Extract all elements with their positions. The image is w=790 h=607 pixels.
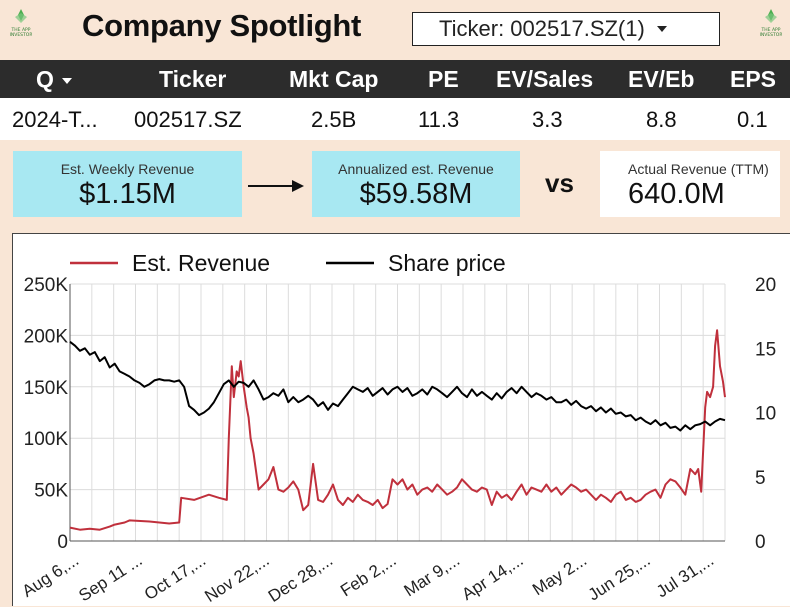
column-header-eps: EPS bbox=[730, 66, 777, 92]
column-header-ticker: Ticker bbox=[159, 66, 227, 92]
cell-mkt-cap: 2.5B bbox=[311, 107, 357, 132]
x-tick-label: Dec 28,... bbox=[265, 550, 336, 606]
chart-panel: 0 50K 100K 150K 200K 250K 0 5 10 15 20 Aug 6,... Sep… bbox=[12, 233, 790, 606]
chevron-down-icon bbox=[656, 26, 667, 32]
x-tick-label: Sep 11 ... bbox=[75, 550, 145, 605]
cell-ev-sales: 3.3 bbox=[532, 107, 563, 132]
series-line-share-price bbox=[69, 341, 726, 432]
svg-text:THE APP: THE APP bbox=[11, 27, 31, 33]
column-header-pe: PE bbox=[428, 66, 459, 92]
column-header-mkt-cap: Mkt Cap bbox=[289, 66, 379, 92]
ticker-dropdown-value: Ticker: 002517.SZ(1) bbox=[439, 16, 645, 41]
annualized-revenue-label: Annualized est. Revenue bbox=[338, 161, 494, 177]
cell-quarter: 2024-T... bbox=[12, 107, 98, 132]
sort-caret-icon bbox=[61, 77, 72, 84]
actual-revenue-card: Actual Revenue (TTM) 640.0M bbox=[600, 151, 780, 217]
ticker-dropdown[interactable]: Ticker: 002517.SZ(1) bbox=[412, 12, 720, 46]
annualized-revenue-card: Annualized est. Revenue $59.58M bbox=[312, 151, 520, 217]
y-left-tick-label: 200K bbox=[24, 326, 69, 347]
x-tick-label: Feb 2,... bbox=[337, 550, 400, 600]
svg-text:THE APP: THE APP bbox=[761, 27, 781, 33]
cell-ev-eb: 8.8 bbox=[646, 107, 677, 132]
svg-text:INVESTOR: INVESTOR bbox=[10, 32, 32, 38]
x-tick-label: Jun 25,... bbox=[585, 550, 654, 604]
y-right-tick-label: 20 bbox=[755, 275, 776, 296]
weekly-revenue-label: Est. Weekly Revenue bbox=[60, 161, 195, 177]
x-tick-label: Nov 22,... bbox=[201, 550, 272, 606]
column-header-q[interactable]: Q bbox=[36, 60, 72, 98]
actual-revenue-label: Actual Revenue (TTM) bbox=[628, 161, 769, 177]
legend-label-share-price: Share price bbox=[388, 250, 506, 276]
y-right-tick-label: 0 bbox=[755, 532, 766, 553]
actual-revenue-value: 640.0M bbox=[628, 178, 725, 210]
x-tick-label: Aug 6,... bbox=[19, 550, 82, 600]
weekly-revenue-card: Est. Weekly Revenue $1.15M bbox=[13, 151, 242, 217]
annualized-revenue-value: $59.58M bbox=[359, 178, 473, 210]
y-left-tick-label: 250K bbox=[24, 275, 69, 296]
y-left-tick-label: 50K bbox=[34, 481, 68, 502]
x-tick-label: Mar 9,... bbox=[401, 550, 464, 600]
column-header-ev-sales: EV/Sales bbox=[496, 66, 594, 92]
table-row: 2024-T... 002517.SZ 2.5B 11.3 3.3 8.8 0.… bbox=[0, 98, 790, 140]
vs-label: vs bbox=[545, 168, 574, 198]
cell-eps: 0.1 bbox=[737, 107, 768, 132]
table-header: Q Ticker Mkt Cap PE EV/Sales EV/Eb EPS bbox=[0, 60, 790, 98]
x-tick-label: May 2... bbox=[529, 550, 590, 599]
series-line-est-revenue bbox=[69, 329, 726, 531]
column-header-ev-eb: EV/Eb bbox=[628, 66, 695, 92]
svg-text:INVESTOR: INVESTOR bbox=[760, 32, 782, 38]
brand-logo-right: THE APP INVESTOR bbox=[760, 6, 782, 40]
y-right-tick-label: 5 bbox=[755, 468, 766, 489]
cell-ticker: 002517.SZ bbox=[134, 107, 242, 132]
cell-pe: 11.3 bbox=[418, 107, 460, 132]
x-tick-label: Oct 17,... bbox=[141, 550, 209, 604]
y-right-tick-label: 10 bbox=[755, 404, 776, 425]
revenue-price-chart: 0 50K 100K 150K 200K 250K 0 5 10 15 20 Aug 6,...Sep… bbox=[19, 250, 776, 606]
y-left-tick-label: 150K bbox=[24, 378, 69, 399]
weekly-revenue-value: $1.15M bbox=[79, 178, 176, 210]
y-right-tick-label: 15 bbox=[755, 339, 776, 360]
y-left-tick-label: 0 bbox=[57, 532, 68, 553]
brand-logo-left: THE APP INVESTOR bbox=[10, 6, 32, 40]
page-title: Company Spotlight bbox=[82, 8, 362, 43]
y-left-tick-label: 100K bbox=[24, 429, 69, 450]
x-tick-label: Jul 31,... bbox=[653, 550, 717, 601]
arrow-right-icon bbox=[248, 180, 304, 192]
x-tick-label: Apr 14,... bbox=[458, 550, 526, 604]
legend-label-est-revenue: Est. Revenue bbox=[132, 250, 270, 276]
